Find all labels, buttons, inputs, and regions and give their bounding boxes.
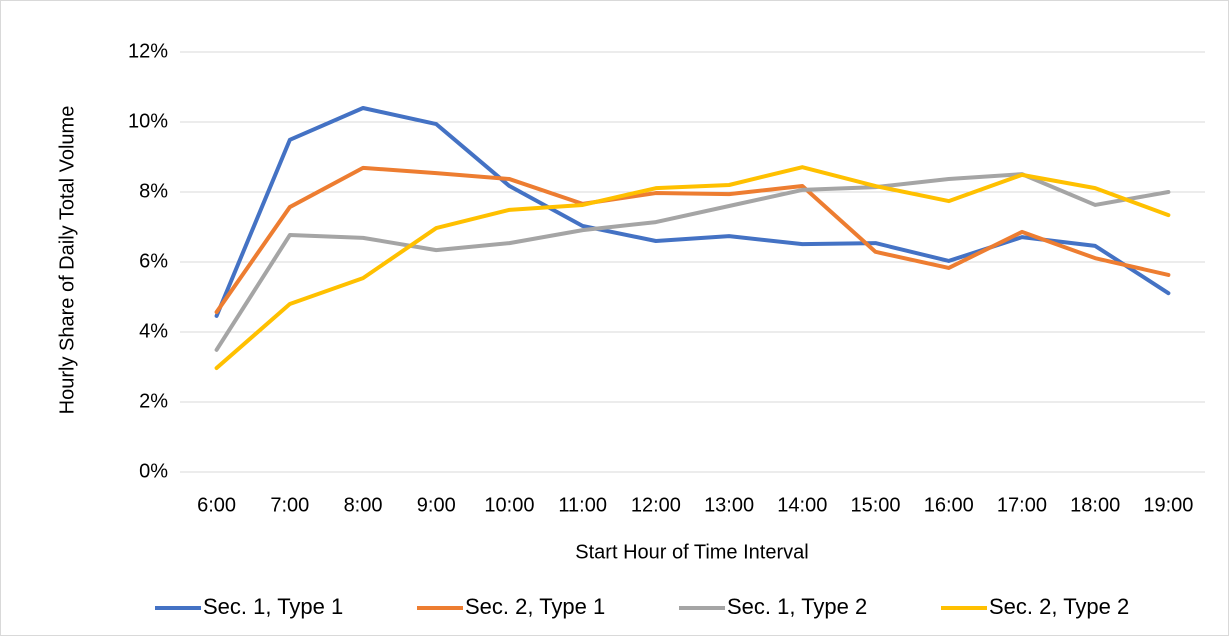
x-tick-label: 13:00 (704, 494, 754, 516)
x-tick-label: 8:00 (344, 494, 383, 516)
x-tick-label: 12:00 (631, 494, 681, 516)
x-tick-label: 18:00 (1070, 494, 1120, 516)
y-tick-label: 8% (139, 180, 168, 202)
x-tick-label: 6:00 (197, 494, 236, 516)
x-tick-label: 15:00 (851, 494, 901, 516)
legend-label: Sec. 1, Type 1 (203, 594, 343, 619)
x-tick-label: 7:00 (270, 494, 309, 516)
series-line (214, 106, 1171, 318)
y-tick-label: 12% (128, 40, 168, 62)
series-line (214, 165, 1171, 315)
x-tick-label: 11:00 (558, 494, 607, 516)
x-tick-label: 14:00 (777, 494, 827, 516)
legend-label: Sec. 2, Type 2 (989, 594, 1129, 619)
legend-label: Sec. 1, Type 2 (727, 594, 867, 619)
x-tick-label: 17:00 (997, 494, 1047, 516)
y-axis-label: Hourly Share of Daily Total Volume (56, 106, 78, 415)
legend-label: Sec. 2, Type 1 (465, 594, 605, 619)
y-tick-label: 10% (128, 110, 168, 132)
x-tick-label: 19:00 (1143, 494, 1193, 516)
y-tick-label: 6% (139, 250, 168, 272)
series-line (214, 165, 1171, 371)
series-line (214, 172, 1171, 352)
x-axis-label: Start Hour of Time Interval (575, 541, 808, 563)
x-tick-label: 16:00 (924, 494, 974, 516)
y-tick-label: 0% (139, 460, 168, 482)
y-tick-label: 4% (139, 320, 168, 342)
x-tick-label: 9:00 (417, 494, 456, 516)
x-tick-label: 10:00 (484, 494, 534, 516)
y-tick-label: 2% (139, 390, 168, 412)
